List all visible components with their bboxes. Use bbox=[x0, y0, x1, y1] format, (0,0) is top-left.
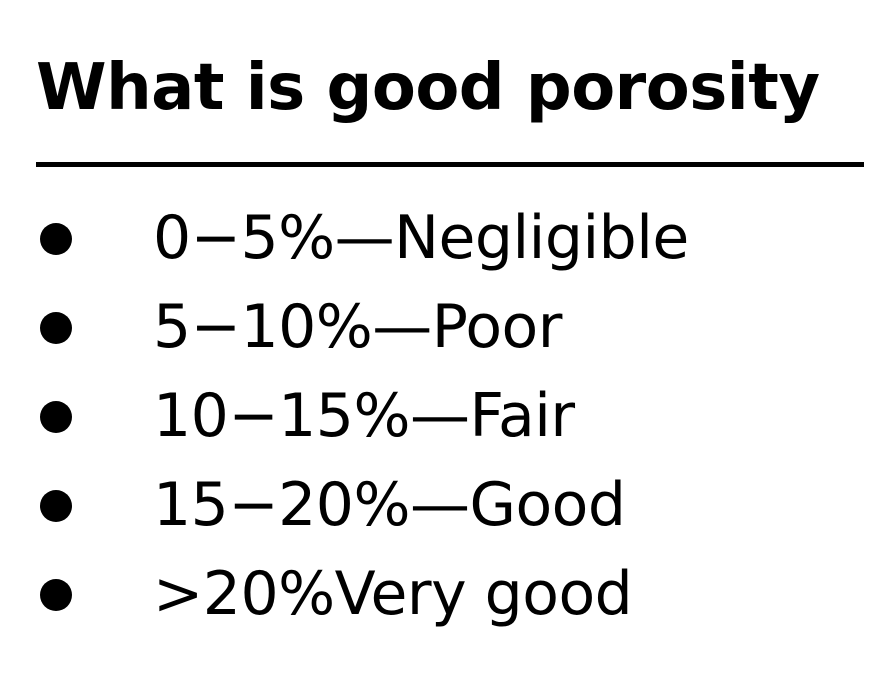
bullet-text: 0−5%—Negligible bbox=[153, 203, 689, 273]
bullet-icon bbox=[40, 312, 72, 344]
title-divider bbox=[36, 162, 864, 167]
slide-title: What is good porosity bbox=[36, 51, 820, 125]
bullet-text: 5−10%—Poor bbox=[153, 292, 562, 362]
bullet-text: 15−20%—Good bbox=[153, 470, 626, 540]
bullet-text: 10−15%—Fair bbox=[153, 381, 575, 451]
list-item: >20%Very good bbox=[0, 552, 880, 641]
bullet-text: >20%Very good bbox=[153, 559, 633, 629]
list-item: 5−10%—Poor bbox=[0, 285, 880, 374]
porosity-bullet-list: 0−5%—Negligible 5−10%—Poor 10−15%—Fair 1… bbox=[0, 196, 880, 641]
list-item: 15−20%—Good bbox=[0, 463, 880, 552]
bullet-icon bbox=[40, 490, 72, 522]
bullet-icon bbox=[40, 401, 72, 433]
bullet-icon bbox=[40, 223, 72, 255]
bullet-icon bbox=[40, 579, 72, 611]
list-item: 10−15%—Fair bbox=[0, 374, 880, 463]
list-item: 0−5%—Negligible bbox=[0, 196, 880, 285]
bottom-crop-edge bbox=[0, 628, 880, 675]
